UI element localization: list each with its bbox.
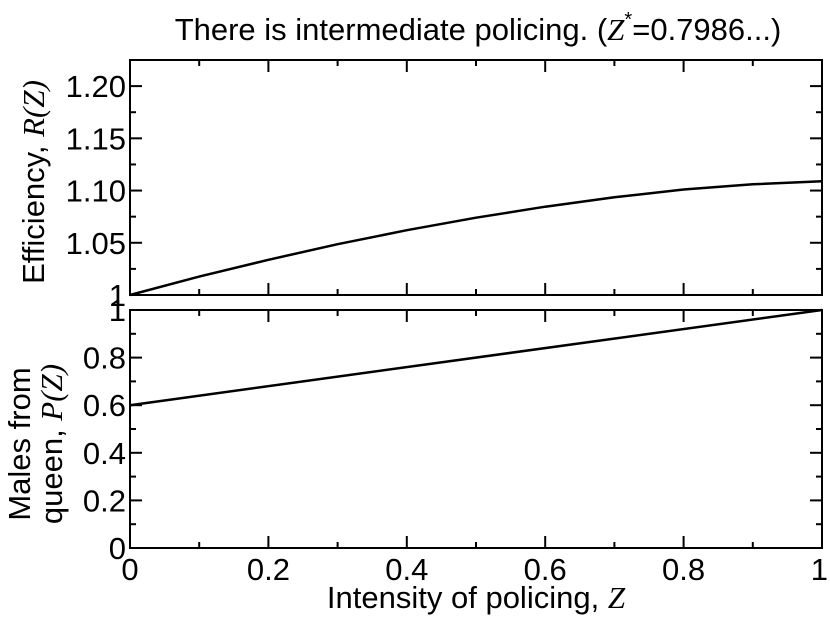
top-y-tick-label: 1 bbox=[109, 278, 126, 313]
top-y-tick-label: 1.10 bbox=[66, 174, 126, 209]
bottom-panel: 0 0.2 0.4 0.6 0.8 1 0 0.2 0.4 0.6 0.8 1 Males from… bbox=[2, 293, 828, 615]
bottom-y-tick-label: 0.2 bbox=[83, 483, 126, 518]
top-panel: 1 1.05 1.10 1.15 1.20 Efficiency, R(Z) bbox=[16, 59, 823, 313]
top-y-tick-label: 1.15 bbox=[66, 121, 126, 156]
bottom-y-ticks bbox=[130, 309, 822, 549]
bottom-plot-frame bbox=[129, 309, 823, 549]
bottom-x-ticks bbox=[129, 310, 823, 548]
bottom-y-tick-label: 1 bbox=[109, 293, 126, 328]
bottom-y-axis-label-line2: queen, P(Z) bbox=[34, 364, 69, 524]
males-from-queen-line bbox=[129, 308, 823, 407]
bottom-y-tick-label: 0 bbox=[109, 531, 126, 566]
x-tick-label: 0.2 bbox=[247, 552, 290, 587]
top-y-tick-label: 1.05 bbox=[66, 226, 126, 261]
top-y-ticks bbox=[130, 59, 822, 296]
x-tick-label: 0.8 bbox=[662, 552, 705, 587]
chart-title: There is intermediate policing. (Z*=0.79… bbox=[175, 9, 782, 47]
top-plot-frame bbox=[129, 59, 823, 296]
x-tick-label: 0.6 bbox=[524, 552, 567, 587]
x-tick-label: 0 bbox=[121, 552, 138, 587]
x-axis-label: Intensity of policing, Z bbox=[327, 580, 626, 615]
bottom-y-tick-label: 0.8 bbox=[83, 341, 126, 376]
bottom-y-tick-labels: 0 0.2 0.4 0.6 0.8 1 bbox=[83, 293, 126, 566]
top-x-ticks bbox=[129, 60, 823, 295]
x-tick-labels: 0 0.2 0.4 0.6 0.8 1 bbox=[121, 552, 828, 587]
x-tick-label: 0.4 bbox=[385, 552, 428, 587]
bottom-y-tick-label: 0.6 bbox=[83, 388, 126, 423]
top-y-axis-label: Efficiency, R(Z) bbox=[16, 80, 51, 284]
bottom-y-tick-label: 0.4 bbox=[83, 436, 126, 471]
top-y-tick-labels: 1 1.05 1.10 1.15 1.20 bbox=[66, 69, 126, 313]
efficiency-line bbox=[129, 179, 823, 297]
x-tick-label: 1 bbox=[811, 552, 828, 587]
bottom-y-axis-label-line1: Males from bbox=[2, 367, 37, 520]
top-y-tick-label: 1.20 bbox=[66, 69, 126, 104]
